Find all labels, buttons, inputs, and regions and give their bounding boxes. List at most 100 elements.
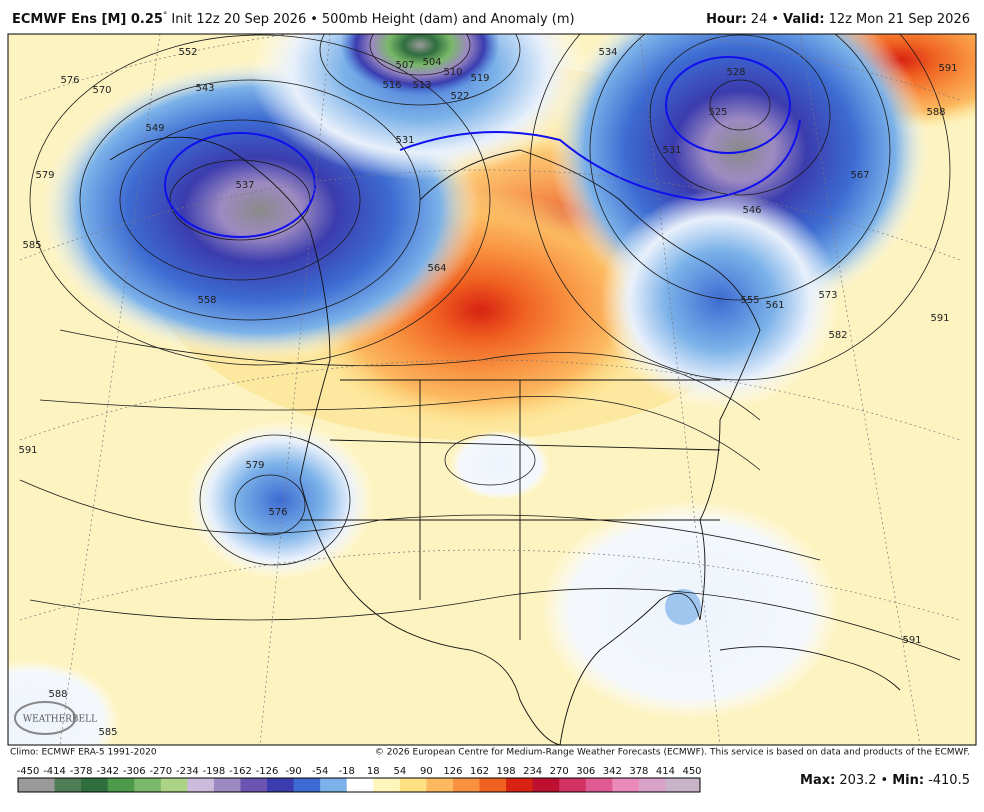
colorbar-segment — [532, 778, 560, 792]
hour-value: 24 — [751, 12, 768, 27]
contour-label: 567 — [850, 170, 869, 181]
init-time: Init 12z 20 Sep 2026 — [171, 12, 306, 27]
anomaly-shade — [250, 34, 590, 180]
colorbar-segment — [240, 778, 268, 792]
colorbar-tick-label: -342 — [96, 766, 119, 777]
colorbar-segment — [452, 778, 481, 792]
colorbar-tick-label: 198 — [497, 766, 516, 777]
colorbar-tick-label: 450 — [682, 766, 701, 777]
colorbar: -450 -414 -378 -342 -306 -270 -234 -198 -162 -126… — [17, 766, 702, 793]
contour-label: 537 — [235, 180, 254, 191]
min-value: -410.5 — [928, 773, 970, 788]
anomaly-shade — [600, 190, 840, 410]
colorbar-tick-label: -378 — [70, 766, 93, 777]
contour-label: 588 — [926, 107, 945, 118]
product-name: 500mb Height (dam) and Anomaly (m) — [322, 12, 575, 27]
coastline — [109, 136, 901, 745]
colorbar-segment — [213, 778, 241, 792]
header-left: ECMWF Ens [M] 0.25° Init 12z 20 Sep 2026 •… — [12, 11, 575, 27]
map: 576 570 552 543 549 579 585 558 537 531 516 513 507 5… — [8, 34, 976, 745]
contour-label: 555 — [740, 295, 759, 306]
contour-label: 588 — [48, 689, 67, 700]
contour-label: 561 — [765, 300, 784, 311]
colorbar-segment — [373, 778, 401, 792]
header-right: Hour: 24 • Valid: 12z Mon 21 Sep 2026 — [706, 12, 970, 27]
colorbar-tick-label: -198 — [203, 766, 226, 777]
colorbar-segment — [54, 778, 82, 792]
colorbar-segment — [134, 778, 162, 792]
colorbar-tick-label: 234 — [523, 766, 542, 777]
logo: WEATHERBELL — [23, 715, 97, 725]
colorbar-tick-label: -234 — [176, 766, 199, 777]
colorbar-tick-label: -450 — [17, 766, 40, 777]
colorbar-segment — [399, 778, 427, 792]
colorbar-tick-label: -414 — [43, 766, 66, 777]
contour-label: 579 — [245, 460, 264, 471]
contour-label: 576 — [60, 75, 79, 86]
colorbar-segment — [267, 778, 295, 792]
colorbar-segment — [293, 778, 321, 792]
contour-label: 585 — [22, 240, 41, 251]
colorbar-tick-label: -90 — [285, 766, 301, 777]
colorbar-segment — [346, 778, 374, 792]
contour-label: 552 — [178, 47, 197, 58]
colorbar-segment — [426, 778, 454, 792]
colorbar-tick-label: 162 — [470, 766, 489, 777]
separator: • — [310, 12, 318, 27]
contour-label: 531 — [662, 145, 681, 156]
logo-mark — [14, 701, 76, 735]
contour-label: 564 — [427, 263, 446, 274]
colorbar-tick-label: -18 — [339, 766, 355, 777]
min-label: Min: — [892, 773, 924, 788]
colorbar-segment — [665, 778, 693, 792]
contour-label: 546 — [742, 205, 761, 216]
colorbar-segment — [81, 778, 109, 792]
contour-label: 519 — [470, 73, 489, 84]
colorbar-segment — [187, 778, 215, 792]
anomaly-shade — [450, 430, 550, 500]
contour-labels: 576 570 552 543 549 579 585 558 537 531 516 513 507 5… — [18, 47, 957, 738]
colorbar-segment — [638, 778, 666, 792]
contour-label: 579 — [35, 170, 54, 181]
colorbar-tick-label: 306 — [576, 766, 595, 777]
anomaly-shade — [340, 34, 500, 95]
anomaly-shade — [665, 589, 701, 625]
contour-label: 558 — [197, 295, 216, 306]
degree: ° — [163, 11, 168, 21]
max-min: Max: 203.2 • Min: -410.5 — [800, 773, 970, 788]
anomaly-shade — [8, 660, 120, 745]
contour-label: 591 — [930, 313, 949, 324]
anomaly-shade — [185, 420, 375, 580]
colorbar-segment — [479, 778, 507, 792]
colorbar-segment — [506, 778, 534, 792]
contour-label: 549 — [145, 123, 164, 134]
contour-label: 507 — [395, 60, 414, 71]
contour-label: 525 — [708, 107, 727, 118]
colorbar-tick-label: -306 — [123, 766, 146, 777]
contour-label: 543 — [195, 83, 214, 94]
contour-label: 513 — [412, 80, 431, 91]
contour-label: 528 — [726, 67, 745, 78]
colorbar-segment — [612, 778, 640, 792]
colorbar-tick-label: 54 — [393, 766, 406, 777]
copyright: © 2026 European Centre for Medium-Range … — [375, 748, 970, 758]
colorbar-tick-label: -270 — [149, 766, 172, 777]
colorbar-segment — [107, 778, 135, 792]
colorbar-tick-label: 342 — [603, 766, 622, 777]
contour-label: 591 — [18, 445, 37, 456]
colorbar-tick-label: 90 — [420, 766, 433, 777]
graticule — [19, 34, 961, 745]
separator: • — [881, 773, 889, 788]
separator: • — [771, 12, 779, 27]
valid-label: Valid: — [783, 12, 825, 27]
contour-label: 510 — [443, 67, 462, 78]
colorbar-segment — [28, 778, 56, 792]
colorbar-tick-label: -126 — [256, 766, 279, 777]
climo-note: Climo: ECMWF ERA-5 1991-2020 — [10, 748, 157, 758]
map-frame — [7, 33, 977, 746]
colorbar-segment — [160, 778, 188, 792]
contour-label: 582 — [828, 330, 847, 341]
max-label: Max: — [800, 773, 835, 788]
